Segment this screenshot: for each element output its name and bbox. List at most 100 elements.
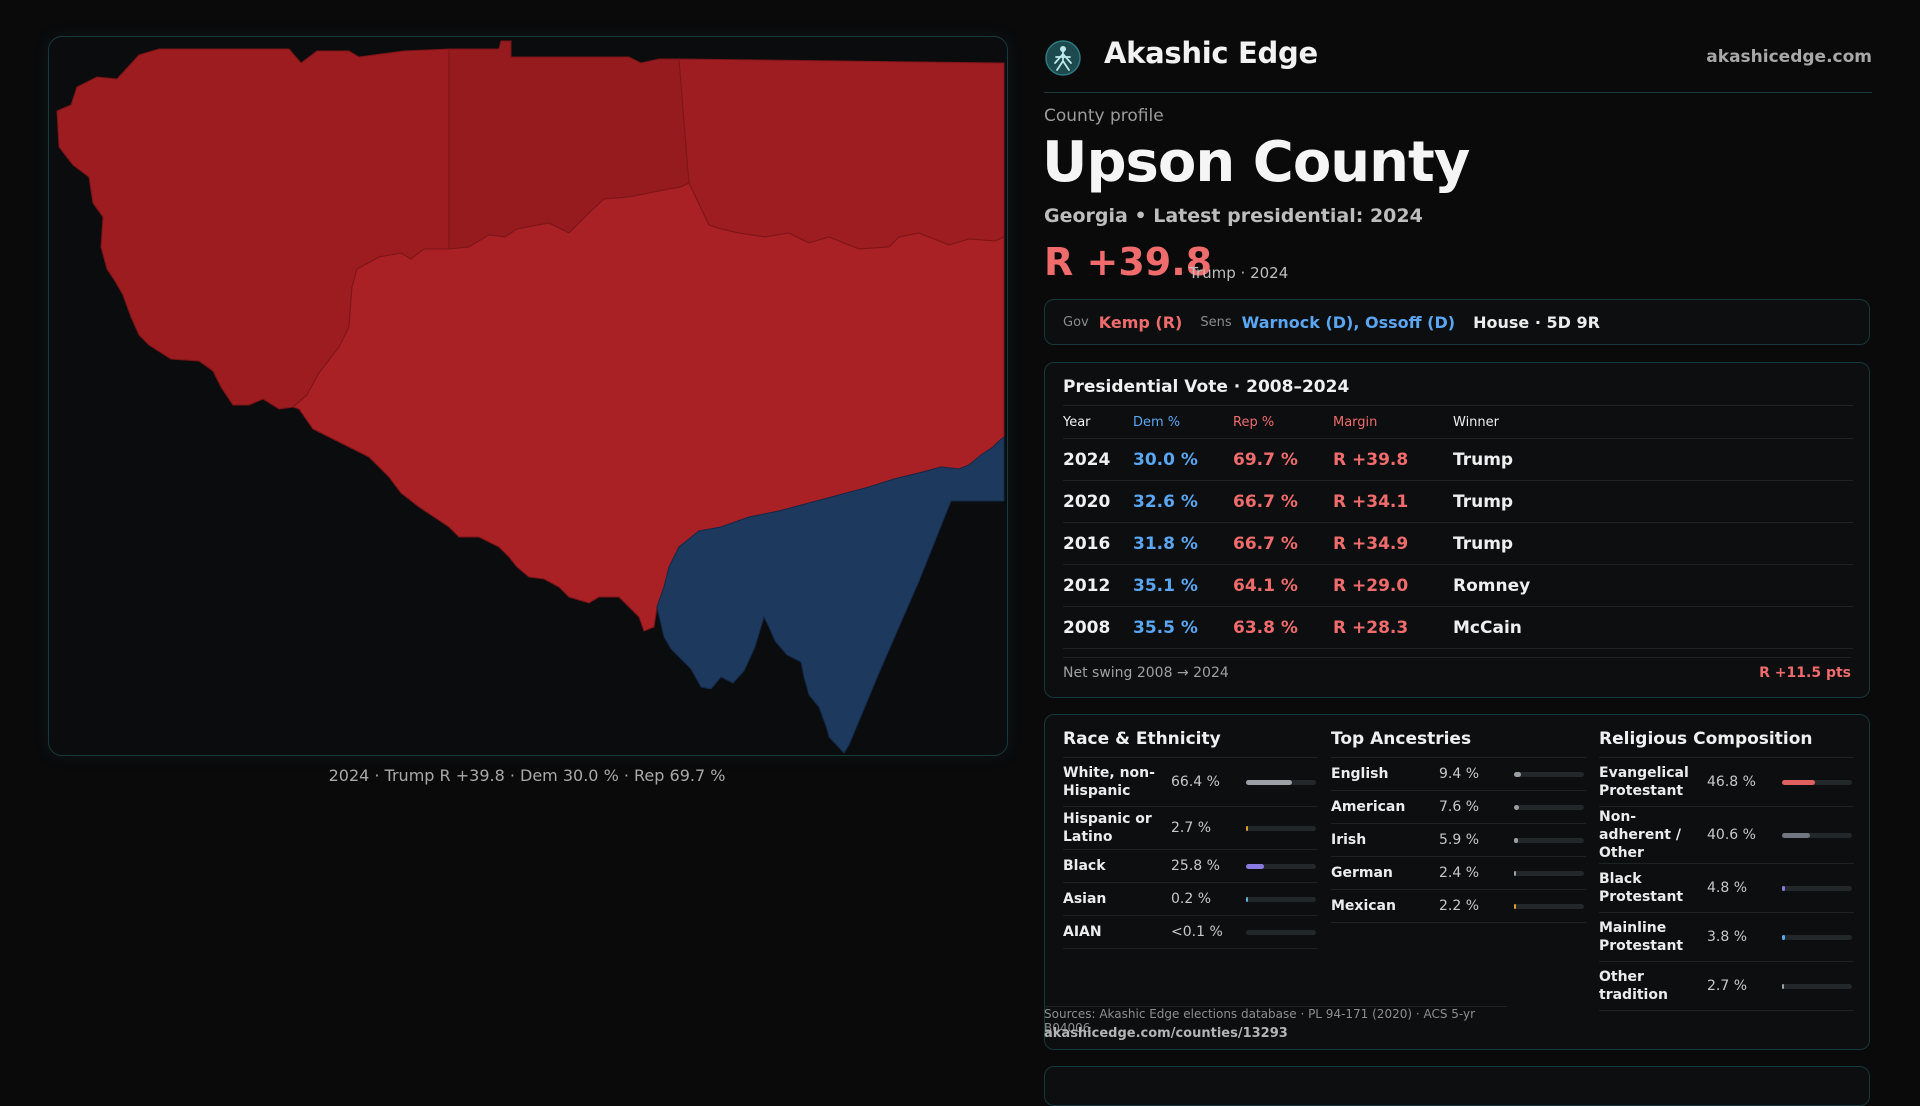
rep-cell: 63.8 % — [1233, 606, 1333, 649]
item-bar-fill — [1514, 870, 1517, 876]
column-header: Dem % — [1133, 405, 1233, 439]
column-header: Margin — [1333, 405, 1453, 439]
item-bar — [1246, 779, 1316, 785]
site-link[interactable]: akashicedge.com — [1706, 47, 1872, 67]
rep-cell: 66.7 % — [1233, 480, 1333, 523]
item-label: AIAN — [1063, 924, 1102, 940]
table-row: 2016 31.8 % 66.7 % R +34.9 Trump — [1063, 522, 1853, 565]
ancestry-title: Top Ancestries — [1331, 729, 1586, 758]
item-label: Evangelical Protestant — [1599, 765, 1689, 799]
list-item: Black Protestant 4.8 % — [1599, 864, 1854, 913]
county-map[interactable] — [48, 36, 1008, 756]
item-value: 2.7 % — [1707, 978, 1748, 994]
list-item: Other tradition 2.7 % — [1599, 962, 1854, 1011]
item-bar — [1782, 779, 1852, 785]
year-cell: 2008 — [1063, 606, 1133, 649]
religion-title: Religious Composition — [1599, 729, 1854, 758]
year-cell: 2012 — [1063, 564, 1133, 607]
map-caption: 2024 · Trump R +39.8 · Dem 30.0 % · Rep … — [328, 766, 726, 785]
list-item: American 7.6 % — [1331, 791, 1586, 824]
sources-text: Sources: Akashic Edge elections database… — [1044, 1006, 1507, 1035]
year-cell: 2016 — [1063, 522, 1133, 565]
net-swing-value: R +11.5 pts — [1759, 665, 1851, 681]
winner-cell: Romney — [1453, 564, 1853, 607]
religion-list: Evangelical Protestant 46.8 % Non-adherent… — [1599, 758, 1854, 1011]
column-header: Rep % — [1233, 405, 1333, 439]
item-label: Asian — [1063, 891, 1107, 907]
dem-cell: 30.0 % — [1133, 438, 1233, 481]
rep-cell: 64.1 % — [1233, 564, 1333, 607]
item-bar-fill — [1246, 779, 1293, 785]
item-value: 2.7 % — [1171, 820, 1212, 836]
table-header-row: Year Dem % Rep % Margin Winner — [1063, 405, 1853, 439]
dem-cell: 35.5 % — [1133, 606, 1233, 649]
ancestry-list: English 9.4 % American 7.6 % Irish 5.9 % Germa… — [1331, 758, 1586, 923]
item-bar-fill — [1782, 779, 1815, 785]
rep-cell: 69.7 % — [1233, 438, 1333, 481]
list-item: Mainline Protestant 3.8 % — [1599, 913, 1854, 962]
item-label: White, non-Hispanic — [1063, 765, 1155, 799]
item-bar — [1514, 870, 1584, 876]
precinct-northeast[interactable] — [678, 58, 1005, 250]
item-value: 3.8 % — [1707, 929, 1748, 945]
dem-cell: 32.6 % — [1133, 480, 1233, 523]
net-swing-label: Net swing 2008 → 2024 — [1063, 665, 1229, 681]
item-value: 46.8 % — [1707, 774, 1756, 790]
list-item: Evangelical Protestant 46.8 % — [1599, 758, 1854, 807]
list-item: White, non-Hispanic 66.4 % — [1063, 758, 1318, 807]
year-cell: 2020 — [1063, 480, 1133, 523]
demographics-panel: Race & Ethnicity White, non-Hispanic 66.4… — [1044, 714, 1870, 1050]
item-bar-fill — [1782, 832, 1811, 838]
brand-name: Akashic Edge — [1104, 36, 1318, 70]
header: Akashic Edge akashicedge.com — [1044, 36, 1872, 93]
table-row: 2012 35.1 % 64.1 % R +29.0 Romney — [1063, 564, 1853, 607]
item-bar — [1246, 863, 1316, 869]
list-item: Asian 0.2 % — [1063, 883, 1318, 916]
item-bar-fill — [1514, 903, 1517, 909]
item-value: 9.4 % — [1439, 766, 1480, 782]
source-url-link[interactable]: akashicedge.com/counties/13293 — [1044, 1026, 1288, 1041]
winner-cell: Trump — [1453, 522, 1853, 565]
item-label: Mainline Protestant — [1599, 920, 1684, 954]
item-label: American — [1331, 799, 1406, 815]
item-bar-fill — [1246, 825, 1249, 831]
house-delegation: House · 5D 9R — [1473, 312, 1600, 332]
winner-cell: McCain — [1453, 606, 1853, 649]
list-item: German 2.4 % — [1331, 857, 1586, 890]
governor: Kemp (R) — [1098, 312, 1183, 332]
dem-cell: 35.1 % — [1133, 564, 1233, 607]
list-item: Irish 5.9 % — [1331, 824, 1586, 857]
list-item: Mexican 2.2 % — [1331, 890, 1586, 923]
divider — [1063, 657, 1851, 658]
column-header: Winner — [1453, 405, 1853, 439]
county-map-svg — [56, 40, 1005, 754]
next-panel — [1044, 1066, 1870, 1106]
race-title: Race & Ethnicity — [1063, 729, 1318, 758]
item-label: Black — [1063, 858, 1106, 874]
margin-cell: R +39.8 — [1333, 438, 1453, 481]
list-item: Black 25.8 % — [1063, 850, 1318, 883]
item-label: Black Protestant — [1599, 871, 1684, 905]
profile-eyebrow: County profile — [1044, 106, 1164, 126]
item-label: Mexican — [1331, 898, 1396, 914]
gov-label: Gov — [1063, 314, 1089, 330]
item-bar — [1514, 903, 1584, 909]
list-item: Hispanic or Latino 2.7 % — [1063, 807, 1318, 850]
item-value: 7.6 % — [1439, 799, 1480, 815]
county-subtitle: Georgia • Latest presidential: 2024 — [1044, 205, 1423, 227]
item-bar-fill — [1246, 896, 1249, 902]
item-value: 0.2 % — [1171, 891, 1212, 907]
item-label: Irish — [1331, 832, 1367, 848]
item-bar — [1782, 885, 1852, 891]
precinct-southeast[interactable] — [656, 435, 1005, 754]
item-bar-fill — [1514, 837, 1519, 843]
item-value: <0.1 % — [1171, 924, 1223, 940]
item-bar-fill — [1246, 863, 1265, 869]
headline-margin-note: Trump · 2024 — [1189, 264, 1289, 282]
county-title: Upson County — [1042, 130, 1470, 195]
item-bar-fill — [1514, 804, 1520, 810]
margin-cell: R +28.3 — [1333, 606, 1453, 649]
rep-cell: 66.7 % — [1233, 522, 1333, 565]
item-bar-fill — [1782, 885, 1786, 891]
item-bar — [1246, 896, 1316, 902]
